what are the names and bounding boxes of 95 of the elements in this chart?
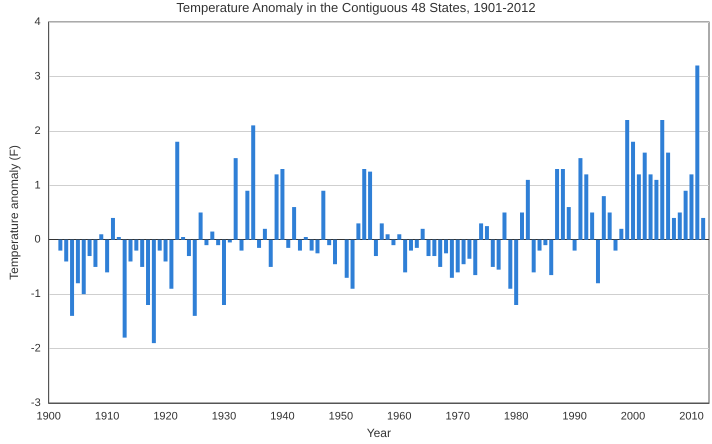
x-axis-title: Year [366,426,391,440]
bar [240,240,244,251]
bar [286,240,290,248]
x-tick-label: 1990 [562,410,587,422]
y-tick-label: -2 [30,342,41,355]
bar [672,218,676,240]
bar [110,218,115,240]
x-tick-label: 1920 [153,410,178,422]
bar [397,234,402,240]
y-tick-label: 1 [34,179,41,192]
bar [333,240,338,264]
y-tick-label: -1 [30,288,41,300]
y-tick-label: -3 [30,397,41,409]
y-tick-label: 4 [34,16,41,28]
x-tick-label: 1940 [270,410,295,422]
bar [93,240,98,267]
bar [164,240,168,262]
bar [280,168,284,240]
bar [526,180,530,240]
bar [222,240,226,306]
bar [146,240,150,306]
bar [210,232,214,240]
bar [572,240,577,251]
y-tick-label: 2 [34,124,41,137]
y-tick-label: 0 [34,234,41,246]
bar [327,240,332,246]
bar [648,174,653,240]
bar [116,236,121,240]
bar [181,236,186,240]
bar [578,158,582,240]
bar [175,142,180,240]
bar [614,240,618,251]
x-tick-label: 1960 [387,410,412,422]
bar [368,172,372,240]
bar [654,180,658,240]
bar [216,240,220,246]
bar [274,174,279,240]
bar [403,240,408,272]
bar [631,142,636,240]
bar [566,207,571,240]
bar [204,240,208,246]
bar [321,190,326,240]
x-tick-label: 1900 [36,410,61,422]
chart-title: Temperature Anomaly in the Contiguous 48 States, 1901-2012 [176,0,536,15]
bar [186,240,191,256]
x-tick-label: 1970 [445,410,470,422]
bar [99,234,104,240]
y-axis-title: Temperature anomaly (F) [7,145,21,280]
bar [228,240,232,242]
x-tick-label: 2010 [679,410,704,422]
bar [479,223,484,240]
bar [268,240,273,267]
bar [298,240,302,251]
x-tick-label: 2000 [620,410,646,422]
bar [520,212,524,240]
bar [70,240,74,316]
bar [122,240,127,338]
x-tick-label: 1930 [212,410,236,422]
x-tick-label: 1910 [94,410,120,422]
bar [169,240,174,289]
bar [257,240,262,248]
bar [304,236,308,240]
bar [315,240,320,254]
bar [538,240,542,251]
bar [192,240,197,316]
bar [374,240,378,256]
bar [689,174,694,240]
y-tick-label: 3 [34,70,41,82]
bar [88,240,92,256]
bar [484,226,489,240]
bar [198,212,203,240]
bar [105,240,110,272]
bar [128,240,132,262]
bar [310,240,314,251]
bar [262,228,267,240]
bar [473,240,478,276]
bar [467,240,472,259]
bar [414,240,419,248]
bar [234,158,238,240]
bar [596,240,600,284]
bar [555,168,560,240]
bar [502,212,506,240]
bar [391,240,396,246]
bar [408,240,413,251]
bar [426,240,431,256]
bar [344,240,349,278]
bar [444,240,448,254]
x-tick-label: 1950 [328,410,354,422]
x-tick-label: 1980 [504,410,528,422]
bar [350,240,355,289]
bar [462,240,466,264]
bar [292,207,296,240]
bar [532,240,536,272]
bar [420,228,425,240]
bar [560,168,565,240]
